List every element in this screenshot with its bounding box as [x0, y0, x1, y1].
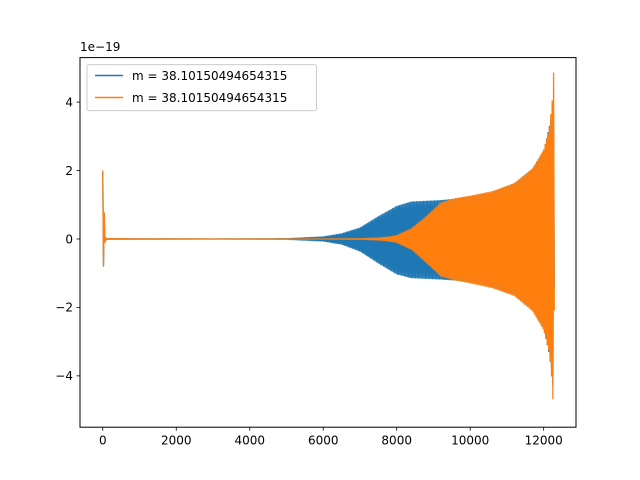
- x-tick-label-2: 4000: [234, 434, 265, 448]
- plot-lines: [102, 72, 555, 400]
- legend: m = 38.10150494654315 m = 38.10150494654…: [86, 64, 317, 112]
- y-tick-label-3: 2: [65, 164, 73, 178]
- y-axis: −4 −2 0 2 4: [55, 95, 80, 383]
- axes-frame: [79, 57, 577, 428]
- x-axis: 0 2000 4000 6000 8000 10000 12000: [99, 427, 563, 448]
- y-tick-label-1: −2: [55, 301, 73, 315]
- x-tick-label-1: 2000: [161, 434, 192, 448]
- legend-label-series-2: m = 38.10150494654315: [132, 91, 287, 105]
- y-offset-text: 1e−19: [80, 40, 120, 54]
- legend-label-series-1: m = 38.10150494654315: [132, 69, 287, 83]
- x-tick-label-3: 6000: [308, 434, 339, 448]
- x-tick-label-4: 8000: [381, 434, 412, 448]
- x-tick-label-0: 0: [99, 434, 107, 448]
- x-tick-label-6: 12000: [525, 434, 563, 448]
- y-tick-label-0: −4: [55, 369, 73, 383]
- y-tick-label-4: 4: [65, 95, 73, 109]
- y-tick-label-2: 0: [65, 232, 73, 246]
- x-tick-label-5: 10000: [451, 434, 489, 448]
- legend-frame: [86, 64, 317, 112]
- series-line-2: [102, 72, 555, 400]
